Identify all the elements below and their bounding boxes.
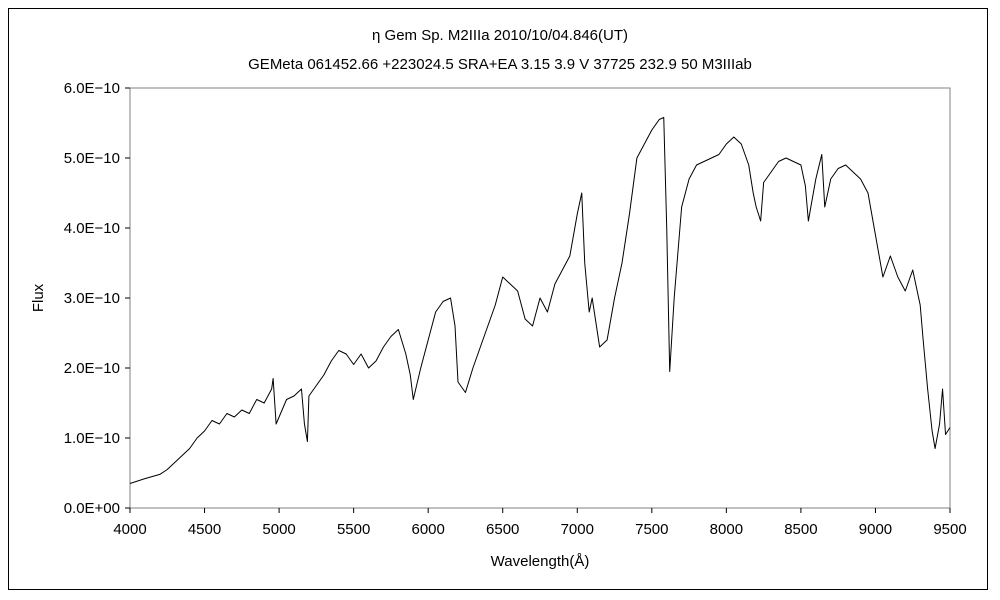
x-tick-label: 7500: [635, 521, 668, 538]
y-tick-label: 4.0E−10: [64, 220, 120, 237]
y-axis-label: Flux: [30, 283, 47, 312]
x-tick-label: 6000: [411, 521, 444, 538]
x-tick-label: 5500: [337, 521, 370, 538]
x-tick-label: 5000: [262, 521, 295, 538]
x-axis-label: Wavelength(Å): [491, 553, 590, 570]
chart-frame: [8, 8, 988, 590]
x-tick-label: 9000: [859, 521, 892, 538]
y-tick-label: 0.0E+00: [64, 500, 120, 517]
chart-subtitle: GEMeta 061452.66 +223024.5 SRA+EA 3.15 3…: [248, 56, 752, 73]
x-tick-label: 4000: [113, 521, 146, 538]
chart-title: η Gem Sp. M2IIIa 2010/10/04.846(UT): [372, 27, 628, 44]
y-tick-label: 6.0E−10: [64, 80, 120, 97]
y-tick-label: 3.0E−10: [64, 290, 120, 307]
x-tick-label: 7000: [561, 521, 594, 538]
y-tick-label: 1.0E−10: [64, 430, 120, 447]
y-tick-label: 5.0E−10: [64, 150, 120, 167]
spectrum-line: [129, 116, 951, 484]
x-tick-label: 6500: [486, 521, 519, 538]
x-tick-label: 8500: [784, 521, 817, 538]
x-tick-label: 9500: [933, 521, 966, 538]
x-tick-label: 8000: [710, 521, 743, 538]
y-tick-label: 2.0E−10: [64, 360, 120, 377]
x-tick-label: 4500: [188, 521, 221, 538]
